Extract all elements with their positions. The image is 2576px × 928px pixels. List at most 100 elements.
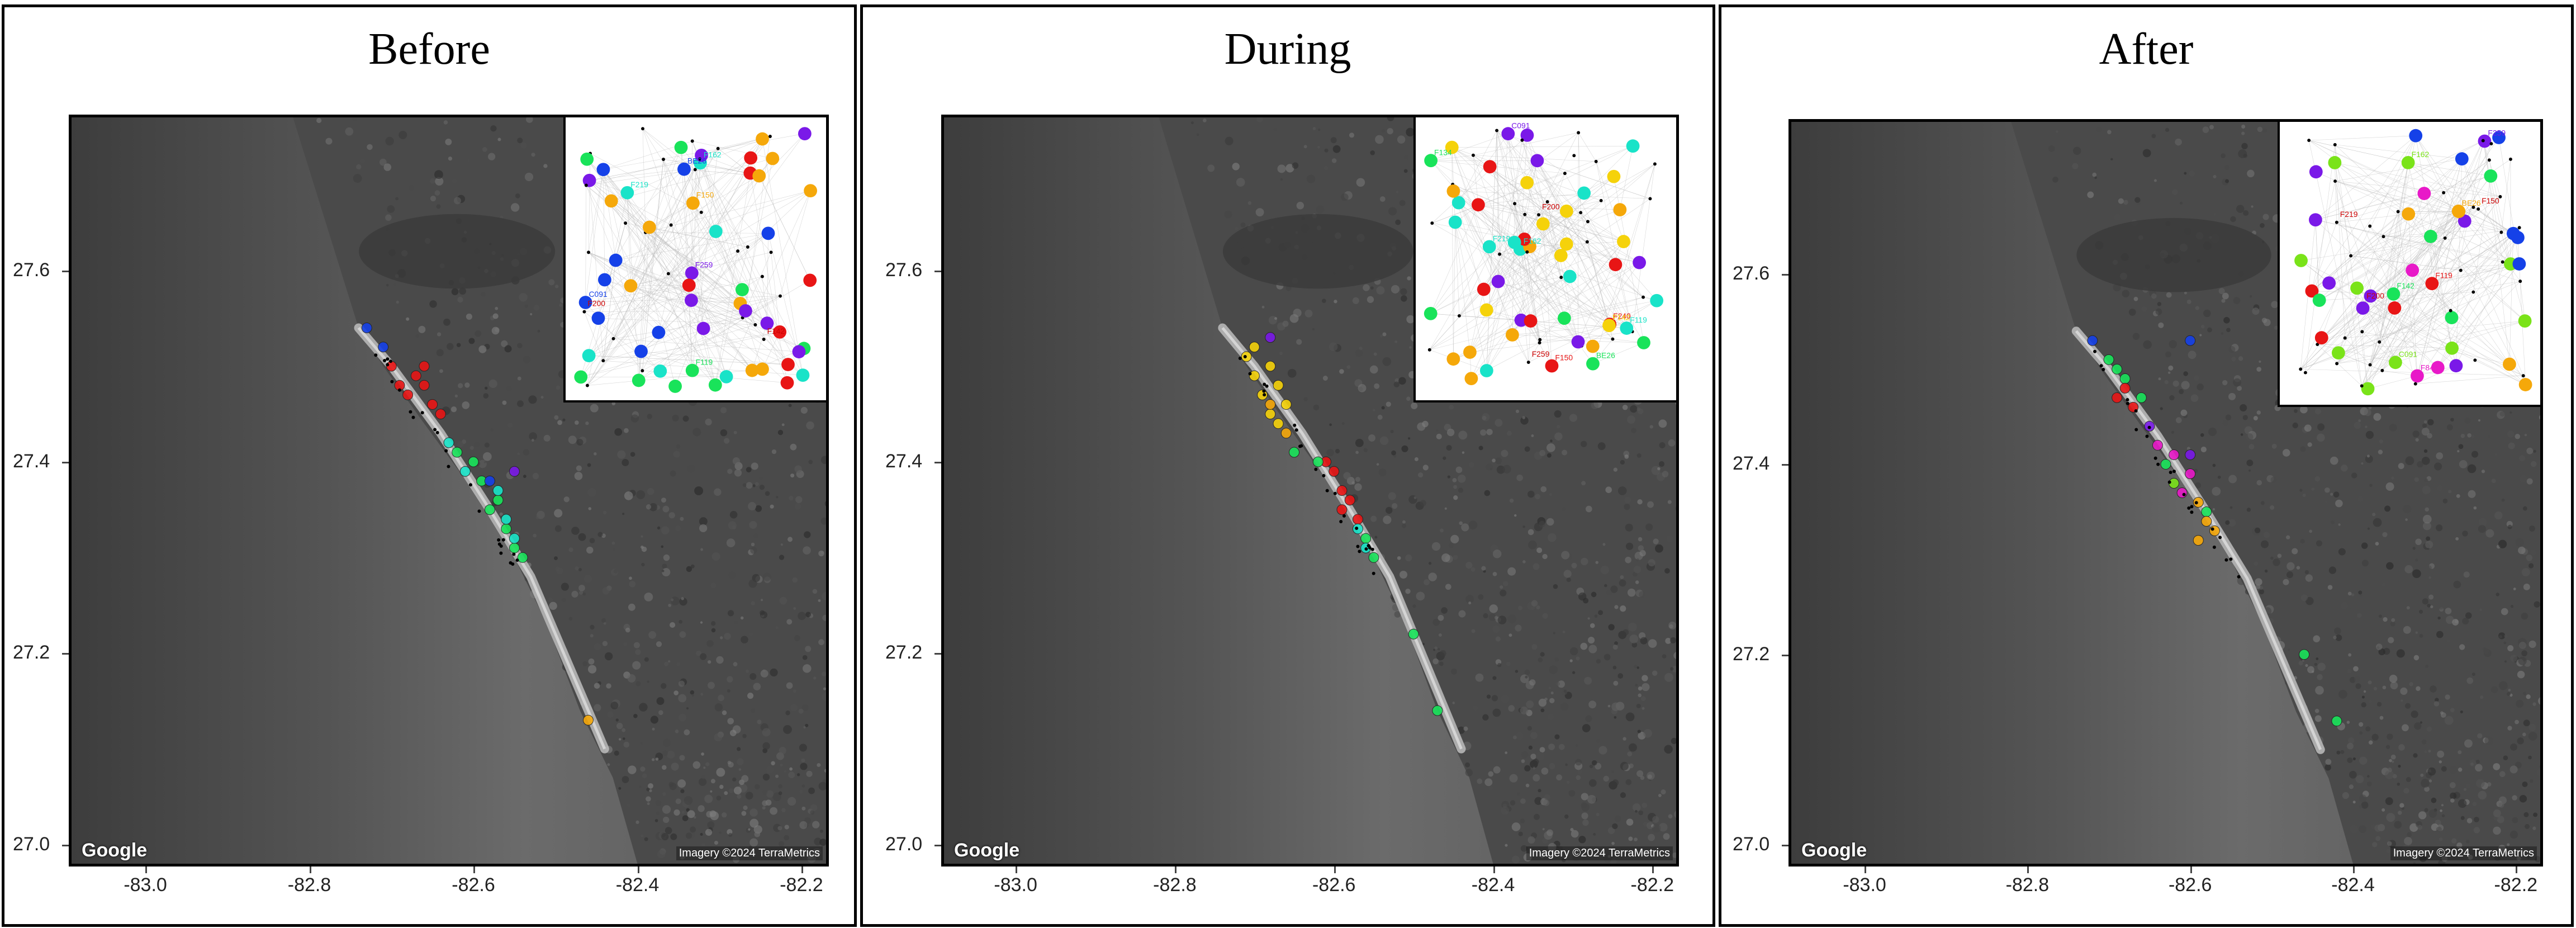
minor-point bbox=[1263, 382, 1266, 386]
x-tick-mark bbox=[801, 867, 803, 873]
network-node bbox=[580, 152, 594, 166]
network-node bbox=[1617, 235, 1630, 248]
data-point bbox=[2160, 458, 2171, 470]
network-node bbox=[1653, 162, 1657, 166]
data-point bbox=[1249, 370, 1260, 381]
node-label: BE26 bbox=[687, 157, 706, 165]
network-node bbox=[2402, 207, 2416, 221]
minor-point bbox=[2099, 364, 2103, 368]
map-area[interactable]: F219 F259 F142 F162 F150 F119 C091 BE26 F200 F843… bbox=[1789, 119, 2543, 867]
map-area[interactable]: F219 F259 F142 F162 F150 F119 C091 BE26 F200 Goo… bbox=[69, 115, 829, 867]
data-point bbox=[509, 542, 520, 553]
node-label: F162 bbox=[1524, 236, 1541, 245]
network-node bbox=[1599, 198, 1603, 202]
data-point bbox=[402, 389, 414, 400]
minor-point bbox=[501, 538, 505, 542]
network-node bbox=[1538, 341, 1541, 345]
imagery-credit: Imagery ©2024 TerraMetrics bbox=[1526, 846, 1673, 860]
network-node bbox=[624, 221, 628, 225]
network-node bbox=[582, 310, 586, 314]
network-node bbox=[1579, 211, 1583, 215]
node-label: C091 bbox=[2399, 349, 2417, 358]
network-node bbox=[2425, 277, 2439, 291]
bay-water bbox=[359, 214, 556, 289]
x-tick-label: -82.8 bbox=[2005, 874, 2050, 896]
network-node bbox=[2409, 129, 2423, 143]
panel-before: Before F219 F259 F142 F162 F150 F119 C091 BE26 F… bbox=[2, 4, 857, 927]
minor-point bbox=[386, 357, 390, 361]
data-point bbox=[1265, 399, 1276, 410]
panel-title: Before bbox=[368, 25, 490, 74]
scatter-layer bbox=[1238, 332, 1443, 716]
network-node bbox=[1559, 276, 1563, 280]
map-area[interactable]: F240 F219 F259 F134 F142 F162 F150 F119 C091 BE26… bbox=[941, 115, 1679, 867]
data-point bbox=[501, 514, 512, 525]
network-node bbox=[669, 223, 673, 227]
minor-point bbox=[2147, 425, 2151, 429]
network-nodes bbox=[2294, 129, 2532, 396]
x-tick-mark bbox=[473, 867, 476, 873]
network-node bbox=[708, 378, 722, 392]
y-tick-mark bbox=[934, 653, 941, 655]
y-tick-mark bbox=[934, 844, 941, 846]
bay-water bbox=[2076, 217, 2271, 292]
minor-point bbox=[420, 411, 424, 415]
network-node bbox=[2449, 359, 2463, 373]
network-node bbox=[2518, 314, 2532, 328]
minor-point bbox=[1370, 547, 1374, 551]
network-node bbox=[2307, 139, 2311, 143]
network-node bbox=[1526, 361, 1530, 364]
network-node bbox=[1577, 131, 1581, 135]
x-tick-label: -82.8 bbox=[287, 874, 331, 896]
network-node bbox=[2309, 165, 2323, 179]
data-point bbox=[468, 456, 479, 467]
network-node bbox=[1445, 140, 1459, 154]
network-node bbox=[1446, 352, 1460, 366]
network-labels: F240 F219 F259 F134 F142 F162 F150 F119 C091 BE26… bbox=[1434, 121, 1647, 362]
scatter-layer bbox=[2087, 335, 2342, 727]
network-node bbox=[1637, 336, 1650, 349]
data-point bbox=[1273, 418, 1284, 429]
data-point bbox=[509, 533, 520, 544]
network-node bbox=[1633, 255, 1646, 269]
network-node bbox=[739, 304, 752, 318]
network-node bbox=[1602, 319, 1616, 333]
x-tick-mark bbox=[2516, 867, 2518, 873]
network-node bbox=[641, 369, 644, 373]
minor-point bbox=[1243, 355, 1247, 359]
network-node bbox=[2396, 210, 2400, 214]
y-tick-label: 27.0 bbox=[13, 833, 50, 855]
node-label: F134 bbox=[1434, 148, 1452, 157]
node-label: F259 bbox=[695, 261, 713, 269]
network-node bbox=[1642, 295, 1645, 299]
y-tick-label: 27.6 bbox=[885, 259, 923, 281]
network-node bbox=[2413, 382, 2417, 386]
network-node bbox=[796, 368, 810, 382]
network-node bbox=[2471, 290, 2475, 294]
data-point bbox=[509, 466, 520, 477]
network-node bbox=[2361, 382, 2375, 396]
x-tick-mark bbox=[1174, 867, 1176, 873]
network-node bbox=[2305, 284, 2319, 298]
network-node bbox=[768, 135, 772, 138]
network-node bbox=[1479, 364, 1493, 377]
panel-during: During F240 F219 F259 F134 F142 F162 F150 F119 C… bbox=[860, 4, 1715, 927]
network-nodes bbox=[574, 127, 817, 393]
network-node bbox=[1563, 269, 1577, 283]
minor-point bbox=[1299, 444, 1303, 448]
network-node bbox=[2387, 287, 2401, 301]
data-point bbox=[2119, 382, 2131, 394]
network-nodes bbox=[1424, 127, 1664, 386]
minor-point bbox=[2182, 493, 2186, 496]
node-label: F150 bbox=[2482, 196, 2499, 205]
node-label: F219 bbox=[2340, 210, 2358, 219]
network-node bbox=[2492, 131, 2506, 144]
y-tick-label: 27.0 bbox=[1733, 833, 1770, 855]
minor-point bbox=[2190, 505, 2194, 509]
network-node bbox=[2350, 281, 2364, 295]
data-point bbox=[2087, 335, 2098, 346]
network-node bbox=[2518, 280, 2522, 283]
minor-point bbox=[1263, 393, 1266, 397]
minor-point bbox=[386, 363, 390, 367]
y-tick-label: 27.4 bbox=[1733, 453, 1770, 475]
